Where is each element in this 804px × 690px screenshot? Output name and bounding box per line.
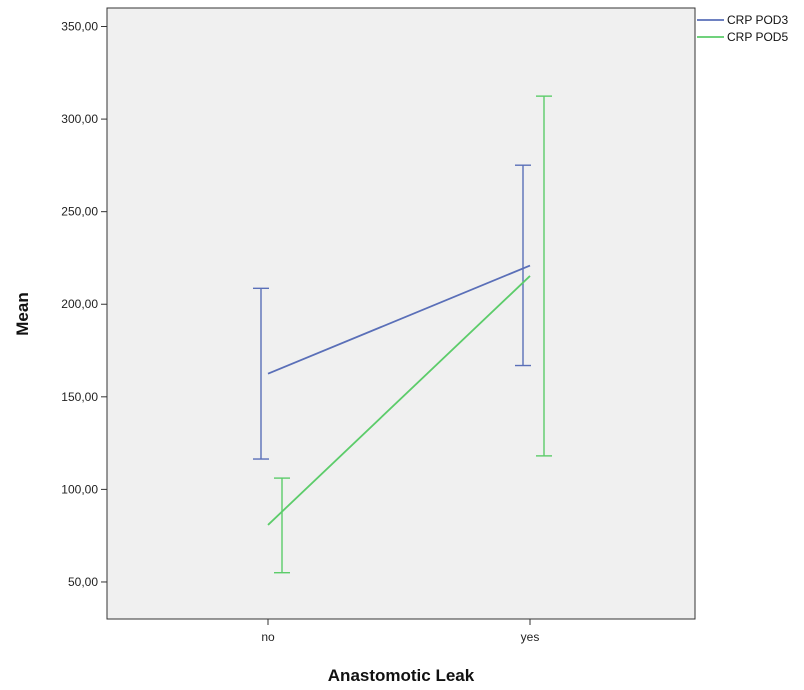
legend: CRP POD3 CRP POD5: [697, 13, 788, 44]
plot-area: [106, 7, 696, 620]
y-tick-label: 300,00: [61, 112, 98, 126]
y-axis-title: Mean: [13, 292, 32, 335]
y-tick-label: 350,00: [61, 20, 98, 34]
y-tick-label: 200,00: [61, 297, 98, 311]
series-layer: [253, 95, 552, 574]
x-tick-label: yes: [521, 630, 540, 644]
y-tick-label: 250,00: [61, 205, 98, 219]
series-1: [267, 95, 552, 574]
y-tick-label: 150,00: [61, 390, 98, 404]
y-tick-label: 100,00: [61, 482, 98, 496]
x-tick-label: no: [261, 630, 275, 644]
x-axis: no yes: [261, 619, 539, 644]
series-line: [267, 264, 531, 375]
legend-label: CRP POD5: [727, 30, 788, 44]
legend-label: CRP POD3: [727, 13, 788, 27]
y-axis: 50,00 100,00 150,00 200,00 250,00 300,00 350,0…: [61, 20, 107, 589]
series-0: [253, 164, 531, 460]
x-axis-title: Anastomotic Leak: [328, 666, 475, 685]
series-line: [267, 275, 531, 526]
y-tick-label: 50,00: [68, 575, 98, 589]
